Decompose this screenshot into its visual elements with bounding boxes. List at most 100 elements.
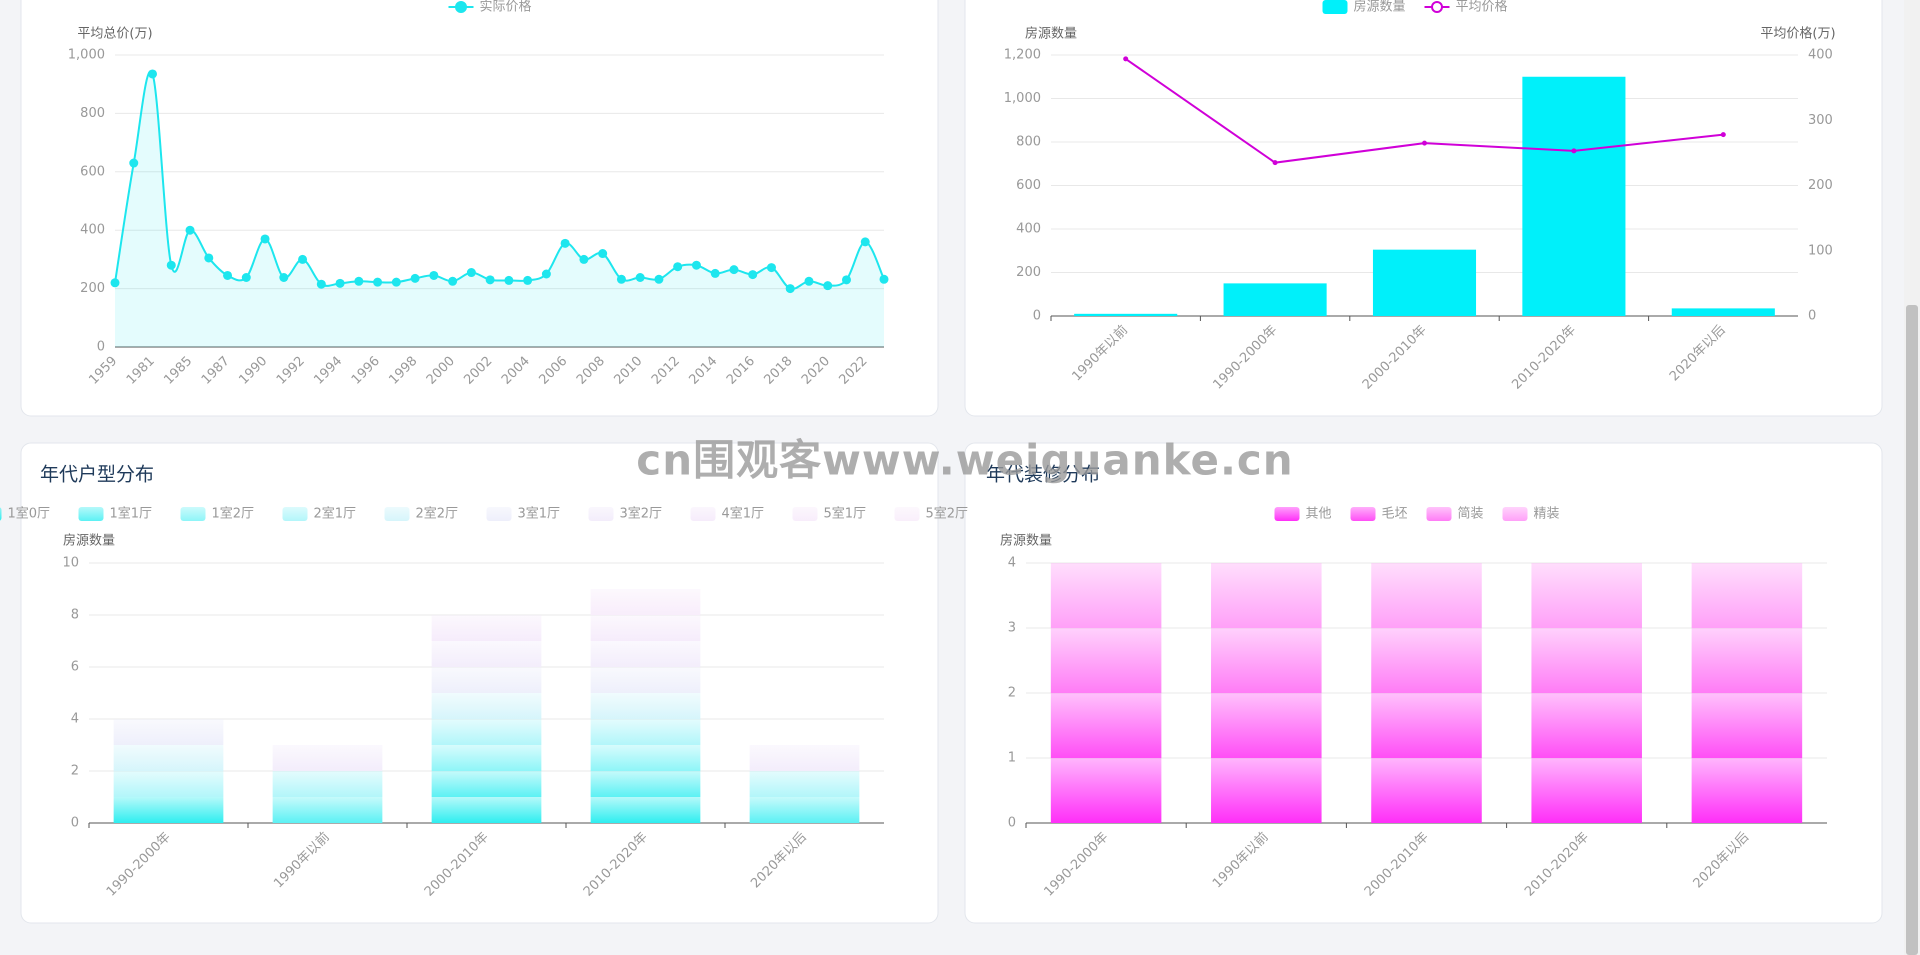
legend-label: 2室1厅 (314, 506, 357, 522)
bar (1050, 563, 1162, 628)
point (654, 274, 664, 284)
legend-label: 2室2厅 (416, 506, 459, 522)
bar (590, 771, 701, 797)
point (166, 260, 176, 270)
y-tick-label: 1,000 (68, 48, 105, 63)
scrollbar-thumb[interactable] (1906, 305, 1918, 955)
legend-label: 平均价格 (1456, 0, 1508, 15)
y-tick-label: 2 (71, 764, 79, 779)
bar (431, 615, 542, 641)
bar (1211, 758, 1322, 823)
point (766, 263, 776, 273)
bar (590, 797, 701, 823)
y-tick-label: 400 (1016, 222, 1041, 237)
y-axis-name: 房源数量 (63, 533, 115, 549)
bar (1691, 563, 1803, 628)
legend-swatch (690, 507, 716, 521)
point (110, 278, 120, 288)
bar (1671, 308, 1775, 316)
y-tick-label: 4 (1008, 556, 1016, 571)
legend-swatch (1426, 507, 1452, 521)
y-tick-label: 800 (80, 106, 105, 121)
point (316, 279, 326, 289)
bar (431, 667, 542, 693)
point (598, 249, 608, 259)
point (448, 276, 458, 286)
y-tick-label: 0 (1033, 309, 1041, 324)
bar (431, 719, 542, 745)
y2-axis-name: 平均价格(万) (1760, 26, 1835, 42)
legend-swatch (588, 507, 614, 521)
watermark: cn围观客www.weiguanke.cn (636, 436, 1293, 485)
point (673, 262, 683, 272)
bar (1372, 249, 1477, 316)
legend-marker (455, 1, 467, 13)
legend-label: 4室1厅 (722, 506, 765, 522)
point (223, 270, 233, 280)
point (710, 268, 720, 278)
panel (20, 0, 939, 417)
point (1272, 160, 1278, 166)
y-tick-label: 2 (1008, 686, 1016, 701)
y-tick-label: 400 (1808, 48, 1833, 63)
bar (1223, 283, 1327, 316)
point (879, 274, 889, 284)
bar (1371, 758, 1482, 823)
legend-label: 实际价格 (480, 0, 532, 15)
bar (1691, 758, 1803, 823)
y-tick-label: 600 (1016, 178, 1041, 193)
legend-swatch (282, 507, 308, 521)
point (485, 275, 495, 285)
bar (1371, 693, 1482, 758)
y-tick-label: 0 (71, 816, 79, 831)
bar (1371, 628, 1482, 693)
bar (1531, 563, 1642, 628)
y-tick-label: 0 (1008, 816, 1016, 831)
legend-swatch (1322, 0, 1348, 14)
bar (1691, 628, 1803, 693)
legend-label: 5室1厅 (824, 506, 867, 522)
bar (1531, 693, 1642, 758)
bar (1050, 628, 1162, 693)
legend-swatch (1274, 507, 1300, 521)
bar (272, 771, 383, 797)
bar (1531, 628, 1642, 693)
legend-label: 毛坯 (1382, 507, 1408, 522)
point (560, 238, 570, 248)
bar (590, 589, 701, 615)
y-tick-label: 0 (97, 340, 105, 355)
legend-label: 1室2厅 (212, 506, 255, 522)
point (354, 276, 364, 286)
bar (590, 667, 701, 693)
bar (590, 719, 701, 745)
point (466, 268, 476, 278)
point (185, 225, 195, 235)
point (579, 254, 589, 264)
point (279, 273, 289, 283)
y-tick-label: 800 (1016, 135, 1041, 150)
legend-label: 房源数量 (1354, 0, 1406, 15)
bar (749, 745, 860, 771)
point (129, 158, 139, 168)
point (1720, 132, 1726, 138)
bar (1371, 563, 1482, 628)
y-tick-label: 400 (80, 223, 105, 238)
bar (1050, 758, 1162, 823)
y-tick-label: 200 (1016, 265, 1041, 280)
legend-swatch (0, 507, 2, 521)
y-tick-label: 1 (1008, 751, 1016, 766)
point (260, 234, 270, 244)
bar (431, 693, 542, 719)
point (541, 269, 551, 279)
point (616, 274, 626, 284)
bar (431, 771, 542, 797)
bar (1074, 313, 1178, 316)
point (748, 270, 758, 280)
legend-label: 其他 (1306, 507, 1332, 522)
bar (113, 797, 224, 823)
point (804, 276, 814, 286)
legend-swatch (894, 507, 920, 521)
y-tick-label: 100 (1808, 243, 1833, 258)
legend-swatch (1502, 507, 1528, 521)
